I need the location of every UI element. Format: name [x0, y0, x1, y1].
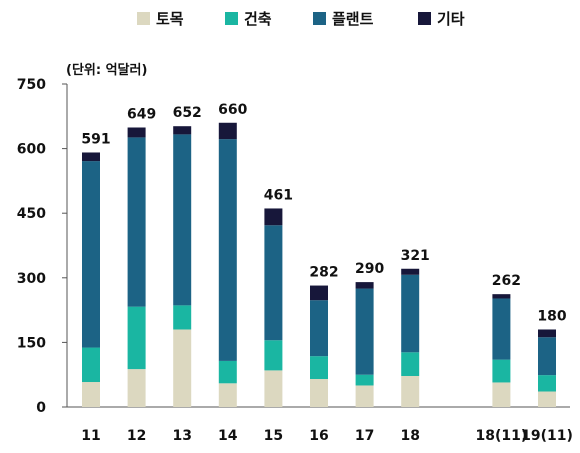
bar-segment-건축	[82, 347, 100, 383]
bar-segment-플랜트	[492, 298, 511, 360]
x-tick-label: 11	[81, 428, 100, 444]
bar-segment-건축	[355, 374, 374, 386]
x-tick-label: 18	[400, 428, 419, 444]
x-tick-label: 15	[264, 428, 283, 444]
legend-swatch-3	[313, 12, 326, 25]
bar-segment-기타	[310, 285, 328, 301]
bar-segment-플랜트	[538, 337, 556, 376]
total-label: 649	[127, 106, 156, 122]
x-tick-label: 13	[172, 428, 191, 444]
total-label: 591	[81, 131, 110, 147]
legend-label-4: 기타	[437, 10, 465, 28]
bar-segment-토목	[538, 391, 556, 407]
y-tick-label: 150	[17, 335, 46, 351]
legend-label-3: 플랜트	[332, 10, 374, 28]
bar-segment-기타	[264, 208, 283, 226]
bar-segment-토목	[401, 375, 420, 407]
legend-swatch-2	[225, 12, 238, 25]
x-axis: 11 12 13 14 15 16 17 18 18(11)19(11)	[67, 406, 573, 444]
bar-segment-건축	[173, 305, 192, 330]
bar-segment-플랜트	[310, 300, 328, 357]
total-label: 282	[309, 265, 338, 281]
bar-segment-기타	[401, 268, 420, 275]
bar-segment-기타	[218, 122, 237, 140]
bar-segment-플랜트	[264, 225, 283, 341]
bar-segment-플랜트	[218, 139, 237, 361]
y-tick-label: 600	[17, 142, 46, 158]
total-label: 461	[264, 187, 293, 203]
legend-swatch-1	[137, 12, 150, 25]
total-labels: 591 649 652 660 461 282 290 321 262 180	[81, 102, 566, 325]
bar-segment-건축	[492, 359, 511, 383]
bar-segment-기타	[82, 152, 100, 162]
bar-segment-기타	[173, 126, 192, 135]
total-label: 262	[492, 273, 521, 289]
bar-segment-토목	[173, 329, 192, 407]
bar-segment-토목	[127, 369, 146, 407]
y-tick-label: 450	[17, 206, 46, 222]
bar-segment-건축	[127, 306, 146, 370]
bar-segment-건축	[310, 356, 328, 380]
bar-segment-플랜트	[355, 288, 374, 375]
y-tick-label: 300	[17, 271, 46, 287]
x-tick-label: 18(11)	[476, 428, 528, 444]
bar-segment-토목	[355, 385, 374, 407]
y-axis: 0 150 300 450 600 750	[17, 77, 68, 416]
legend: 토목 건축 플랜트 기타	[137, 10, 465, 28]
total-label: 321	[401, 248, 430, 264]
x-tick-label: 19(11)	[521, 428, 573, 444]
x-tick-label: 16	[309, 428, 328, 444]
legend-label-1: 토목	[156, 10, 184, 28]
x-tick-label: 17	[355, 428, 374, 444]
unit-label: (단위: 억달러)	[66, 62, 147, 78]
total-label: 180	[537, 308, 566, 324]
bar-segment-건축	[218, 360, 237, 384]
x-tick-label: 12	[127, 428, 146, 444]
bar-segment-토목	[264, 370, 283, 407]
bar-segment-토목	[218, 383, 237, 407]
total-label: 290	[355, 261, 384, 277]
bars	[82, 122, 556, 407]
bar-segment-건축	[538, 375, 556, 392]
bar-segment-플랜트	[82, 161, 100, 348]
x-tick-label: 14	[218, 428, 238, 444]
bar-segment-토목	[310, 379, 328, 407]
legend-swatch-4	[418, 12, 431, 25]
bar-segment-플랜트	[401, 274, 420, 353]
y-tick-label: 0	[36, 400, 46, 416]
bar-segment-플랜트	[127, 137, 146, 307]
bar-segment-기타	[127, 127, 146, 138]
bar-segment-기타	[538, 329, 556, 338]
legend-label-2: 건축	[244, 10, 272, 28]
bar-segment-건축	[401, 352, 420, 376]
bar-segment-기타	[355, 282, 374, 289]
bar-segment-플랜트	[173, 134, 192, 306]
bar-segment-기타	[492, 294, 511, 299]
total-label: 652	[173, 105, 202, 121]
total-label: 660	[218, 102, 247, 118]
bar-segment-토목	[492, 382, 511, 407]
bar-segment-건축	[264, 340, 283, 371]
bar-segment-토목	[82, 382, 100, 407]
y-tick-label: 750	[17, 77, 46, 93]
